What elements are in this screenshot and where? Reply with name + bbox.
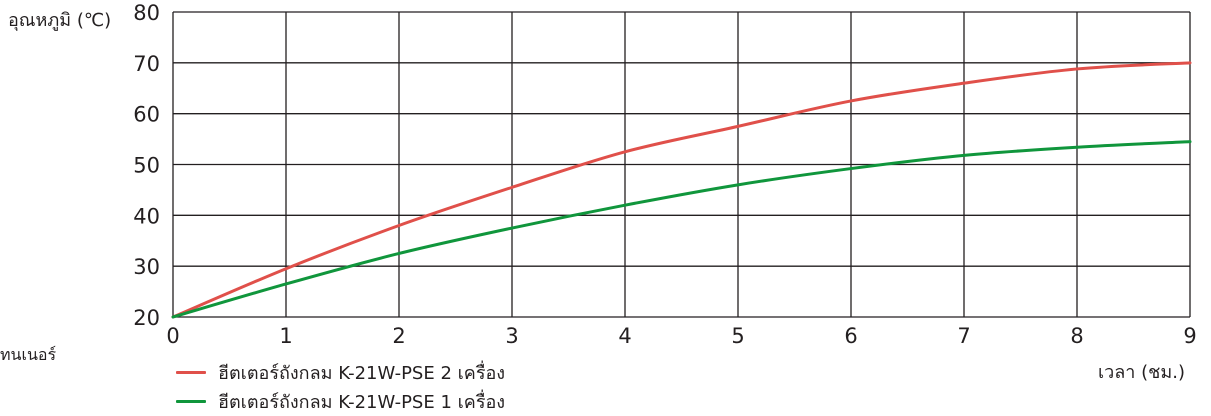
y-tick-label: 80 (133, 1, 160, 25)
legend-swatch (176, 371, 206, 374)
legend-item-series-0: ฮีตเตอร์ถังกลม K-21W-PSE 2 เครื่อง (176, 358, 505, 387)
side-note-text: ทนเนอร์ (0, 345, 57, 364)
x-tick-label: 8 (1070, 324, 1083, 348)
x-tick-label: 3 (505, 324, 518, 348)
chart-series (171, 61, 1192, 319)
x-tick-label: 0 (166, 324, 179, 348)
y-tick-label: 50 (133, 154, 160, 178)
y-tick-label: 40 (133, 204, 160, 228)
y-tick-label: 30 (133, 255, 160, 279)
series-line-0 (171, 61, 1192, 319)
x-tick-label: 5 (731, 324, 744, 348)
y-axis-label: อุณหภูมิ (℃) (8, 10, 112, 31)
legend-swatch (176, 400, 206, 403)
y-tick-label: 70 (133, 52, 160, 76)
legend-label: ฮีตเตอร์ถังกลม K-21W-PSE 1 เครื่อง (218, 392, 506, 413)
legend-label: ฮีตเตอร์ถังกลม K-21W-PSE 2 เครื่อง (218, 363, 506, 384)
x-tick-label: 2 (392, 324, 405, 348)
x-tick-label: 9 (1183, 324, 1196, 348)
y-tick-label: 20 (133, 306, 160, 330)
y-tick-label: 60 (133, 103, 160, 127)
x-tick-label: 7 (957, 324, 970, 348)
x-tick-label: 1 (279, 324, 292, 348)
x-tick-label: 4 (618, 324, 631, 348)
chart-legend: ฮีตเตอร์ถังกลม K-21W-PSE 2 เครื่อง ฮีตเต… (176, 358, 505, 416)
legend-item-series-1: ฮีตเตอร์ถังกลม K-21W-PSE 1 เครื่อง (176, 387, 505, 416)
series-line-1 (171, 140, 1192, 319)
x-tick-label: 6 (844, 324, 857, 348)
x-axis-label: เวลา (ชม.) (1098, 362, 1185, 383)
chart-ticks: 0 1 2 3 4 5 6 7 8 9 20 30 40 50 60 70 80 (133, 1, 1196, 348)
chart-grid (172, 11, 1191, 318)
